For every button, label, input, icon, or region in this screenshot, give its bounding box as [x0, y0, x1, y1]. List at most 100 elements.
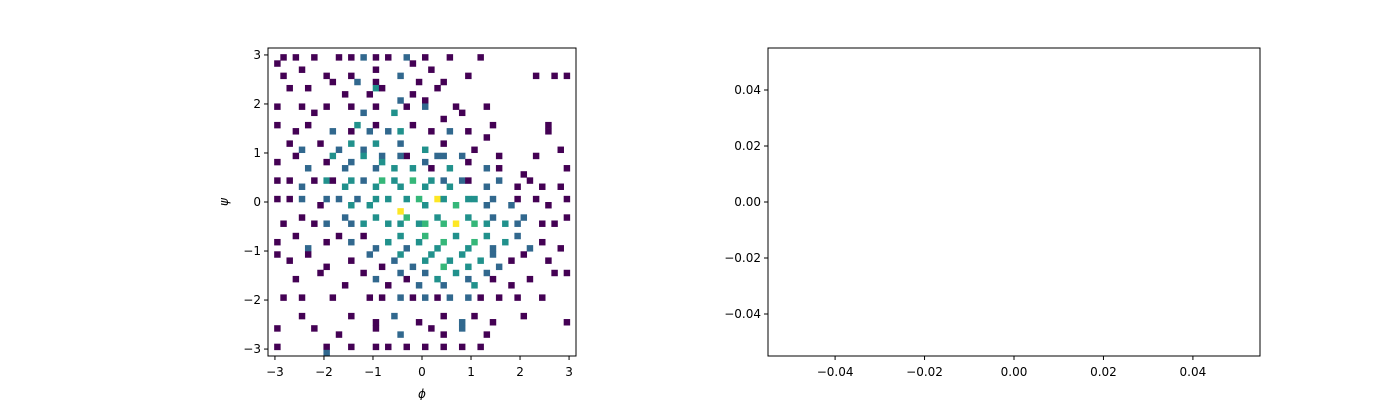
- histogram-cell: [292, 152, 300, 160]
- histogram-cell: [360, 269, 367, 277]
- histogram-cell: [397, 269, 404, 277]
- histogram-cell: [422, 146, 429, 154]
- histogram-cell: [298, 103, 306, 110]
- histogram-cell: [434, 275, 441, 283]
- histogram-cell: [360, 152, 367, 160]
- histogram-x-tick-label: −3: [266, 365, 284, 379]
- histogram-cell: [323, 343, 330, 351]
- histogram-cell: [465, 177, 472, 184]
- histogram-cell: [545, 257, 552, 264]
- histogram-cell: [446, 257, 454, 264]
- histogram-cell: [434, 152, 441, 160]
- histogram-cell: [397, 72, 404, 80]
- histogram-cell: [354, 195, 361, 203]
- histogram-cell: [489, 195, 497, 203]
- histogram-cell: [551, 220, 558, 227]
- histogram-cell: [409, 121, 417, 129]
- histogram-cell: [366, 202, 374, 209]
- histogram-cell: [304, 245, 312, 252]
- histogram-cell: [274, 238, 281, 246]
- histogram-cell: [526, 245, 534, 252]
- histogram-cell: [274, 60, 281, 67]
- histogram-cell: [348, 202, 355, 209]
- histogram-cell: [274, 158, 281, 166]
- histogram-cell: [397, 220, 404, 227]
- histogram-cell: [354, 78, 361, 86]
- histogram-cell: [477, 343, 484, 351]
- histogram-cell: [495, 294, 503, 301]
- histogram-cell: [360, 54, 367, 61]
- histogram-cell: [428, 177, 435, 184]
- histogram-cell: [372, 54, 380, 61]
- histogram-cell: [483, 269, 491, 277]
- histogram-cell: [458, 109, 466, 117]
- histogram-cell: [458, 325, 466, 332]
- histogram-cell: [348, 128, 355, 135]
- histogram-cell: [385, 128, 392, 135]
- histogram-cell: [348, 312, 355, 320]
- histogram-cell: [446, 54, 454, 61]
- histogram-cell: [489, 245, 497, 252]
- histogram-cell: [477, 294, 484, 301]
- histogram-cell: [323, 195, 330, 203]
- histogram-cell: [335, 331, 343, 338]
- histogram-cell: [440, 195, 447, 203]
- histogram-x-tick-label: 0: [418, 365, 426, 379]
- histogram-cell: [354, 121, 361, 129]
- histogram-cell: [483, 232, 491, 240]
- histogram-cell: [397, 251, 404, 258]
- histogram-cell: [335, 54, 343, 61]
- histogram-cell: [539, 220, 546, 227]
- histogram-cell: [483, 331, 491, 338]
- histogram-cell: [292, 54, 300, 61]
- histogram-cell: [385, 343, 392, 351]
- histogram-cell: [428, 165, 435, 172]
- histogram-cell: [428, 66, 435, 73]
- histogram-cell: [323, 72, 330, 80]
- histogram-cell: [477, 257, 484, 264]
- histogram-cell: [274, 195, 281, 203]
- histogram-cell: [477, 54, 484, 61]
- empty-axes-x-tick-label: 0.04: [1180, 365, 1207, 379]
- histogram-cell: [403, 343, 410, 351]
- histogram-cell: [323, 103, 330, 110]
- histogram-cell: [372, 325, 380, 332]
- histogram-cell: [403, 103, 410, 110]
- histogram-cell: [403, 214, 410, 221]
- histogram-cell: [329, 294, 337, 301]
- histogram-cell: [409, 177, 417, 184]
- histogram-cell: [422, 103, 429, 110]
- histogram-cell: [508, 282, 515, 289]
- empty-axes-x-ticks: −0.04 −0.02 0.00 0.02 0.04: [817, 356, 1207, 379]
- histogram-cell: [323, 263, 330, 271]
- histogram-cell: [378, 294, 386, 301]
- histogram-cell: [274, 325, 281, 332]
- histogram-cell: [391, 312, 398, 320]
- histogram-y-tick-label: 2: [253, 97, 261, 111]
- histogram-cell: [428, 325, 435, 332]
- histogram-cell: [323, 238, 330, 246]
- histogram-cell: [317, 140, 324, 147]
- histogram-cell: [495, 165, 503, 172]
- histogram-cell: [415, 282, 423, 289]
- histogram-cell: [372, 183, 380, 190]
- histogram-cell: [545, 121, 552, 129]
- histogram-cell: [551, 72, 558, 80]
- histogram-cell: [360, 232, 367, 240]
- histogram-cell: [366, 128, 374, 135]
- histogram-y-tick-label: −2: [243, 293, 261, 307]
- histogram-cell: [415, 220, 423, 227]
- histogram-cell: [520, 171, 528, 178]
- histogram-cell: [311, 109, 318, 117]
- histogram-cell: [465, 158, 472, 166]
- histogram-cell: [502, 220, 509, 227]
- histogram-cell: [526, 177, 534, 184]
- histogram-cell: [465, 263, 472, 271]
- x-axis-label: ϕ: [418, 387, 426, 400]
- histogram-cell: [348, 343, 355, 351]
- histogram-cell: [391, 165, 398, 172]
- histogram-cell: [280, 72, 287, 80]
- histogram-cell: [422, 183, 429, 190]
- histogram-cell: [403, 275, 410, 283]
- histogram-cell: [489, 275, 497, 283]
